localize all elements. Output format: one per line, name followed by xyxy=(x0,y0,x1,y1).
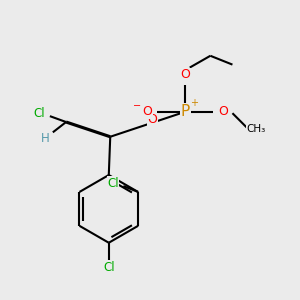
Text: −: − xyxy=(133,101,141,111)
Text: O: O xyxy=(142,105,152,118)
Text: Cl: Cl xyxy=(34,107,45,120)
Text: O: O xyxy=(147,113,157,126)
Text: O: O xyxy=(219,105,229,118)
Text: H: H xyxy=(41,132,50,145)
Text: Cl: Cl xyxy=(103,261,115,274)
Text: P: P xyxy=(181,104,190,119)
Text: +: + xyxy=(190,98,198,109)
Text: O: O xyxy=(180,68,190,81)
Text: CH₃: CH₃ xyxy=(246,124,266,134)
Text: Cl: Cl xyxy=(107,177,119,190)
